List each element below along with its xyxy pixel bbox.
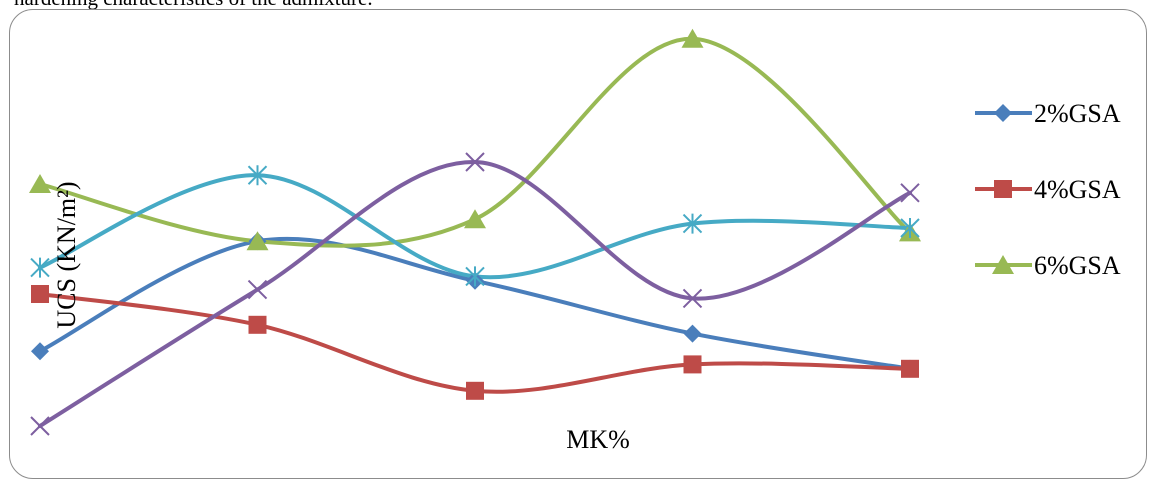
data-point-s3-4 [681, 28, 704, 48]
data-point-s5-4 [682, 288, 703, 309]
legend: 2%GSA 4%GSA 6%GSA [975, 99, 1121, 280]
legend-label-2: 4%GSA [1034, 175, 1121, 204]
data-point-s4-3 [465, 266, 485, 287]
caption-fragment: hardening characteristics of the admixtu… [14, 0, 373, 11]
data-point-s3-1 [29, 174, 51, 193]
legend-marker-3 [992, 255, 1014, 274]
data-point-s2-5 [901, 359, 919, 378]
y-axis-label: UCS (KN/m²) [52, 181, 81, 328]
legend-label-1: 2%GSA [1034, 99, 1121, 128]
series-layer [29, 28, 921, 436]
chart-frame [9, 9, 1147, 479]
data-point-s4-1 [30, 257, 50, 278]
series-line-3 [38, 36, 912, 248]
data-point-s2-3 [466, 381, 484, 400]
legend-marker-2 [994, 180, 1012, 198]
data-point-s3-2 [246, 231, 269, 251]
legend-label-3: 6%GSA [1034, 251, 1121, 280]
data-point-s5-2 [247, 279, 268, 300]
data-point-s4-5 [900, 218, 920, 238]
series-line-1 [38, 236, 912, 371]
data-point-s5-3 [465, 152, 485, 172]
data-point-s1-4 [683, 324, 702, 343]
legend-marker-1 [994, 104, 1012, 122]
data-point-s5-5 [900, 183, 920, 203]
data-point-s2-2 [248, 315, 267, 334]
data-point-s1-1 [31, 342, 49, 361]
data-point-s4-2 [247, 165, 268, 186]
data-point-s4-4 [682, 213, 703, 234]
x-axis-label: MK% [566, 425, 630, 454]
data-point-s5-1 [30, 416, 50, 436]
data-point-s2-1 [31, 285, 49, 303]
data-point-s3-3 [464, 209, 486, 229]
data-point-s2-4 [683, 355, 702, 374]
